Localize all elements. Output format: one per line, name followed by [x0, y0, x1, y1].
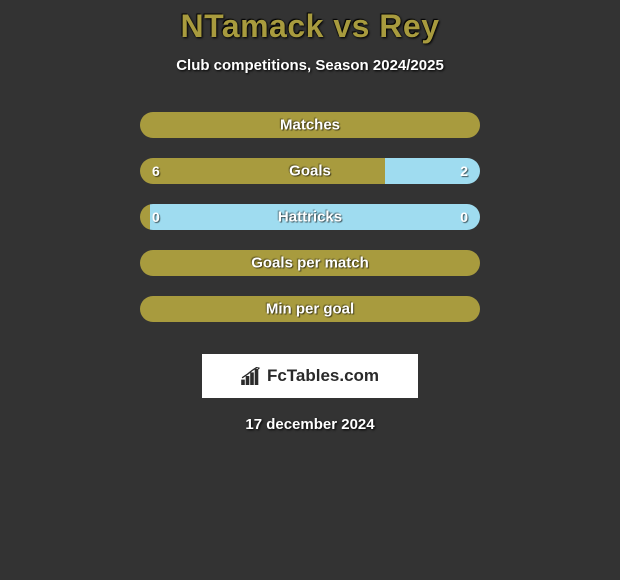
bar-segment-left [140, 204, 150, 230]
stat-value-left: 0 [152, 209, 160, 225]
stat-row: Goals per match [140, 250, 480, 276]
stat-bar: Matches [140, 112, 480, 138]
stat-bar: Min per goal [140, 296, 480, 322]
stat-row: Matches [140, 112, 480, 138]
stat-row: Hattricks 0 0 [140, 204, 480, 230]
comparison-card: NTamack vs Rey Club competitions, Season… [0, 0, 620, 433]
stat-bar: Goals 6 2 [140, 158, 480, 184]
stat-rows: Matches Goals 6 2 Hattricks 0 0 Goals per match… [140, 112, 480, 342]
stat-bar: Goals per match [140, 250, 480, 276]
logo-text: FcTables.com [267, 366, 379, 386]
stat-value-right: 0 [460, 209, 468, 225]
stat-label: Min per goal [266, 301, 354, 318]
date-label: 17 december 2024 [245, 416, 374, 433]
logo-box[interactable]: FcTables.com [202, 354, 418, 398]
page-title: NTamack vs Rey [181, 8, 440, 45]
stat-label: Hattricks [278, 209, 342, 226]
stat-row: Goals 6 2 [140, 158, 480, 184]
stat-bar: Hattricks 0 0 [140, 204, 480, 230]
bar-segment-left [140, 158, 385, 184]
stat-value-left: 6 [152, 163, 160, 179]
page-subtitle: Club competitions, Season 2024/2025 [176, 57, 444, 74]
stat-row: Min per goal [140, 296, 480, 322]
stat-label: Goals per match [251, 255, 369, 272]
chart-icon [241, 367, 263, 385]
stat-label: Goals [289, 163, 331, 180]
stat-label: Matches [280, 117, 340, 134]
stat-value-right: 2 [460, 163, 468, 179]
